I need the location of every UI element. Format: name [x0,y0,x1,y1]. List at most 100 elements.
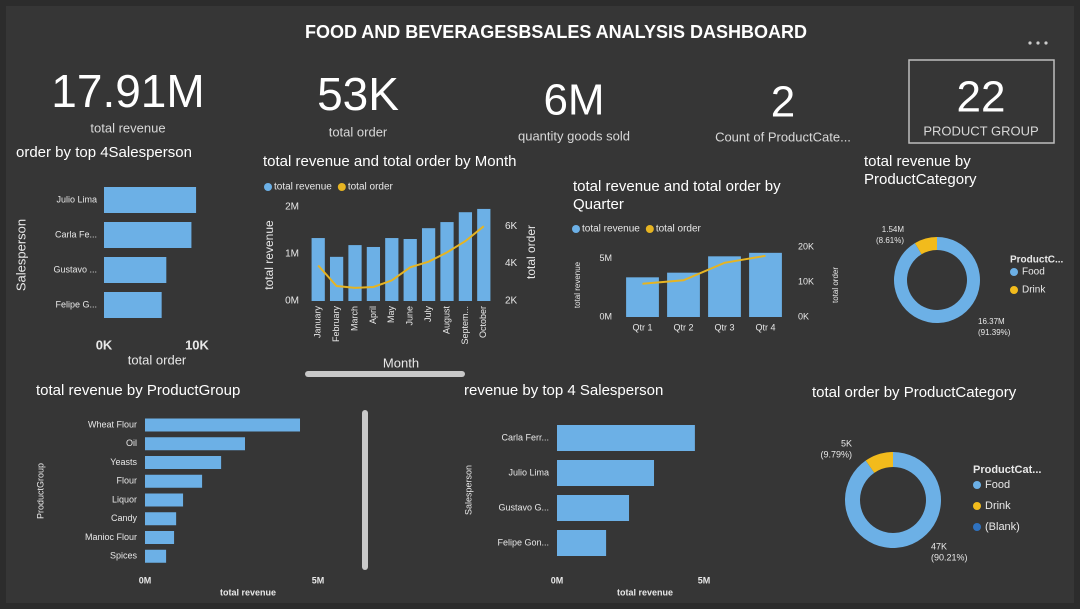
line [317,225,485,289]
y-tick-label: Julio Lima [56,194,97,204]
x-tick-label: April [368,306,378,324]
x-tick-label: Qtr 3 [714,322,734,332]
y2-tick-label: 2K [505,296,518,307]
bar [440,222,454,301]
bar [557,495,630,521]
x-tick-label: Qtr 4 [755,322,775,332]
chart-title: total order by ProductCategory [812,384,1017,401]
kpi-label: total order [329,124,388,139]
slice [865,452,893,473]
bar [329,256,344,301]
line [642,254,766,285]
chart-title: revenue by top 4 Salesperson [464,382,664,399]
bar [104,292,162,318]
kpi-box [908,59,1055,144]
kpi-value: 2 [771,78,795,127]
y-tick-label: 1M [285,249,299,260]
y-axis-label: Salesperson [13,219,28,291]
y-tick-label: Felipe G... [55,299,97,309]
legend-marker [973,523,981,531]
legend-label: total order [656,224,702,235]
y2-tick-label: 10K [798,276,814,286]
bar [557,530,607,556]
y-tick-label: Flour [116,476,137,486]
legend-title: ProductCat... [973,464,1041,476]
legend-marker [1010,286,1018,294]
slice [845,452,941,548]
x-tick-label: 5M [312,575,325,585]
bar [145,437,245,451]
y-tick-label: Liquor [112,494,137,504]
y-tick-label: Gustavo G... [498,502,549,512]
legend-marker [264,183,272,191]
x-axis-label: total order [128,352,187,367]
y-tick-label: Manioc Flour [85,532,137,542]
bar [557,425,695,451]
panel [6,6,1074,603]
bar [421,228,436,301]
kpi-label: PRODUCT GROUP [923,123,1038,138]
y2-axis-label: total order [831,267,840,303]
data-label: 5K [841,438,852,448]
bar [626,277,659,317]
y-tick-label: 2M [285,202,299,213]
y2-tick-label: 0K [798,311,809,321]
data-label: (8.61%) [876,236,904,245]
y-tick-label: Gustavo ... [53,264,97,274]
chart-title: total revenue and total order by Month [263,153,517,170]
x-tick-label: June [405,306,415,326]
slice [914,237,937,255]
y-tick-label: 0M [285,296,299,307]
y2-axis-label: total order [524,225,538,279]
x-tick-label: March [349,306,359,331]
bar [145,531,175,544]
legend-label: (Blank) [985,521,1020,533]
legend-title: ProductC... [1010,255,1064,266]
x-axis-label: total revenue [220,587,276,597]
x-tick-label: May [386,306,396,324]
bar [145,512,177,526]
bar [104,222,192,248]
x-tick-label: 0M [139,575,152,585]
bar [403,238,417,301]
y-axis-label: Salesperson [463,465,473,515]
bar [145,456,222,469]
kpi-label: quantity goods sold [518,128,630,143]
data-label: 16.37M [978,317,1005,326]
x-tick-label: 0M [551,575,564,585]
bar [145,474,203,488]
y-tick-label: Carla Fe... [55,229,97,239]
legend-label: Food [985,479,1010,491]
bar [104,187,197,213]
dashboard-title: FOOD AND BEVERAGESBSALES ANALYSIS DASHBO… [305,22,807,42]
more-menu[interactable] [1028,41,1048,45]
y2-tick-label: 20K [798,241,814,251]
y-tick-label: 0M [599,311,612,321]
bar [348,245,362,301]
data-label: (90.21%) [931,552,968,562]
legend-marker [1010,268,1018,276]
y-tick-label: Yeasts [110,457,137,467]
bar [311,238,325,301]
kpi-label: total revenue [90,120,165,135]
chart-title: total revenue and total order by Quarter [573,178,781,213]
y-tick-label: Julio Lima [508,467,549,477]
y-tick-label: Carla Ferr... [501,432,549,442]
scrollbar[interactable] [305,371,465,377]
data-label: (91.39%) [978,328,1011,337]
y-tick-label: Spices [110,551,138,561]
bar [366,246,381,301]
chart-title: total revenue by ProductCategory [864,153,977,188]
x-axis-label: total revenue [617,587,673,597]
legend-marker [973,481,981,489]
legend-label: total revenue [274,182,332,193]
bar [385,238,399,301]
legend-marker [337,183,346,191]
scrollbar[interactable] [362,410,368,570]
kpi-value: 17.91M [51,65,204,117]
bar [749,252,782,317]
legend-label: total revenue [582,224,640,235]
legend-label: total order [348,182,394,193]
y-tick-label: Candy [111,513,138,523]
